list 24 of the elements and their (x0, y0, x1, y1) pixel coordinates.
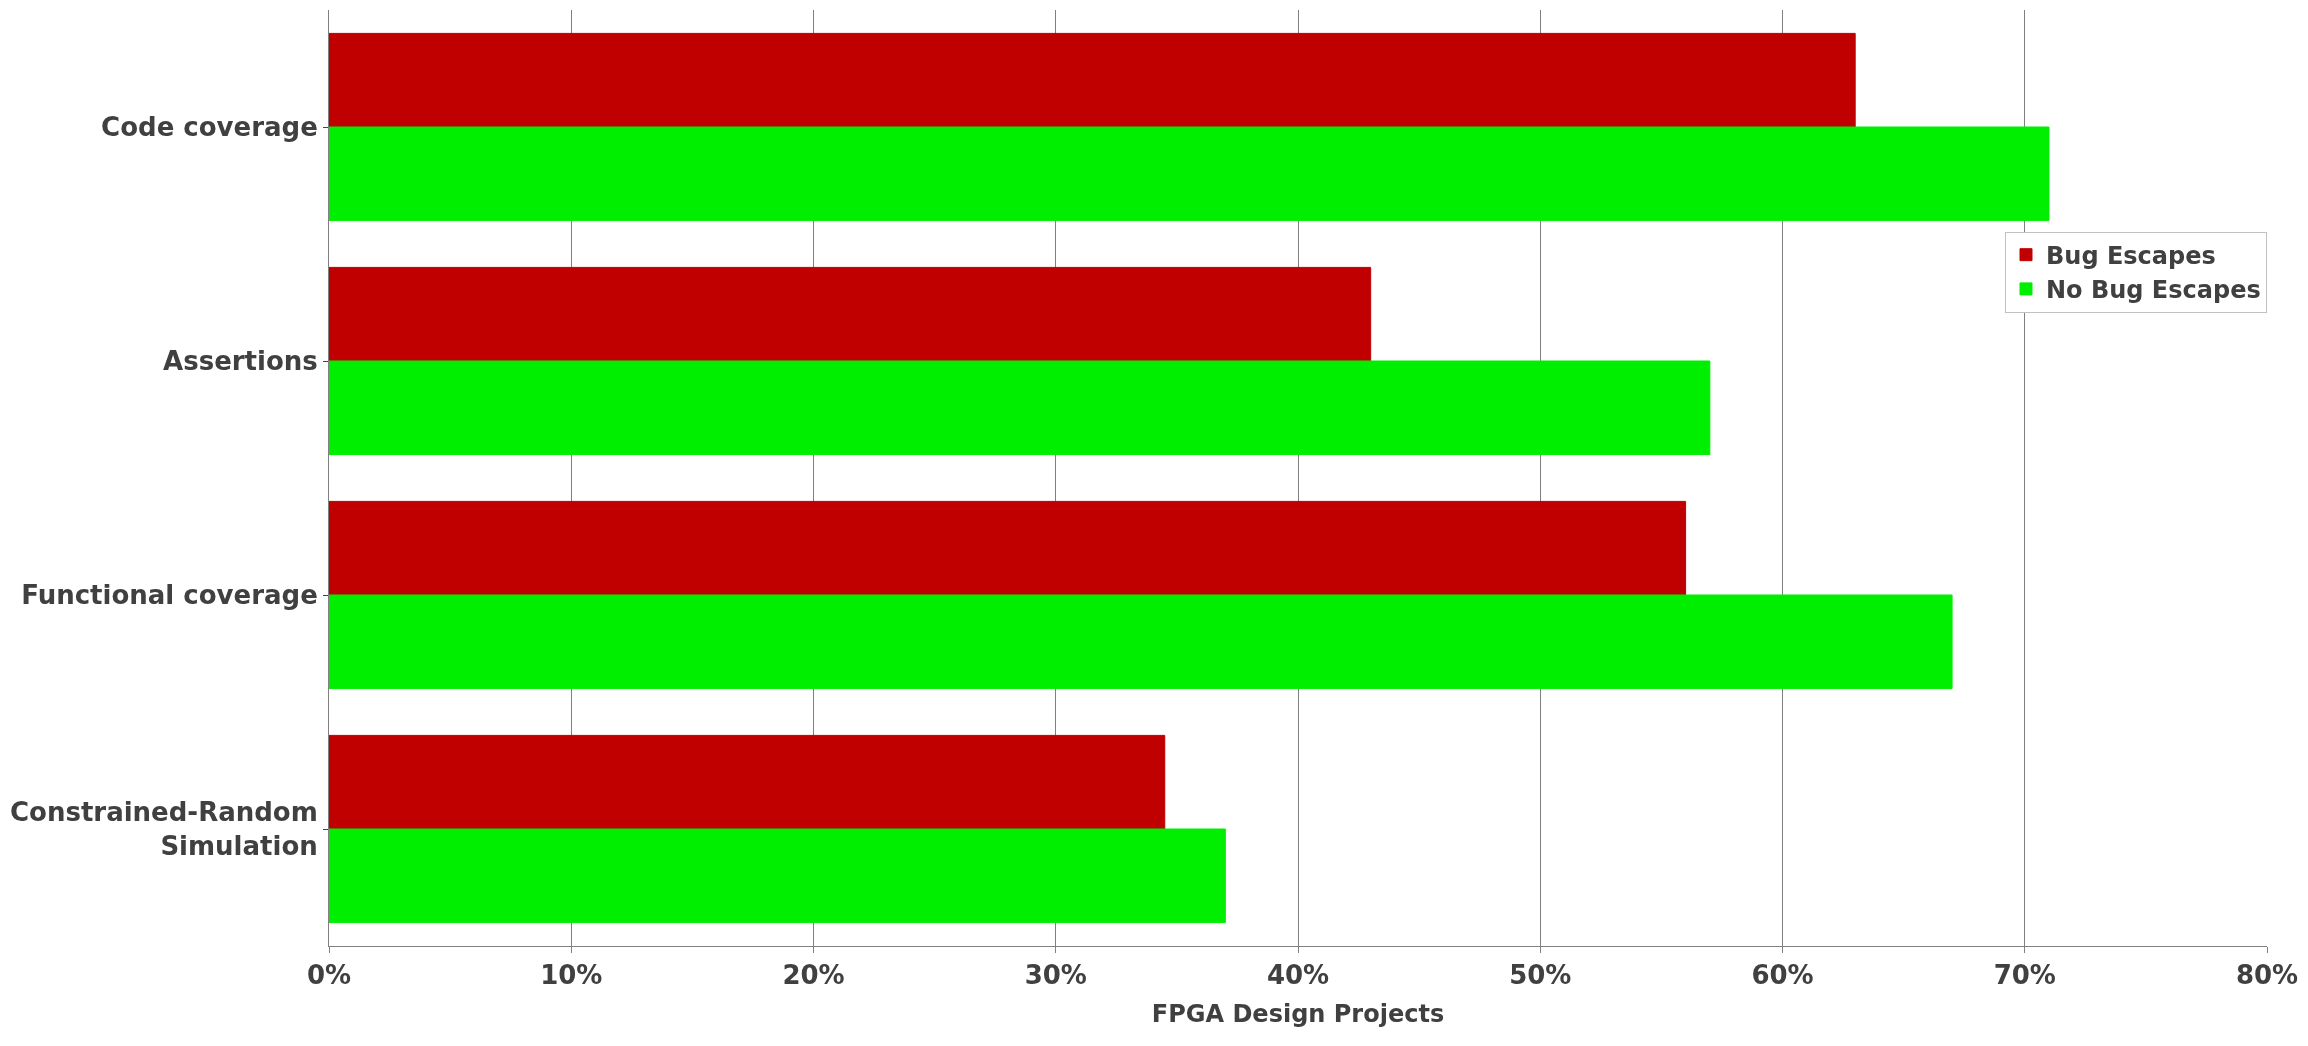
y-tick-label: Assertions (163, 346, 318, 377)
x-tick-label: 10% (540, 960, 603, 991)
x-axis-title: FPGA Design Projects (1151, 999, 1445, 1028)
bar (329, 500, 1687, 596)
bar (329, 360, 1711, 456)
legend-label: Bug Escapes (2046, 242, 2216, 271)
x-tick-label: 60% (1751, 960, 1814, 991)
x-tick-label: 0% (306, 960, 352, 991)
x-tick-label: 70% (1993, 960, 2056, 991)
y-tick-label: Constrained-Random Simulation (9, 797, 318, 861)
x-tick-label: 30% (1024, 960, 1087, 991)
y-tick-label: Functional coverage (21, 580, 318, 611)
x-tick-label: 80% (2235, 960, 2299, 991)
x-tick-label: 50% (1509, 960, 1572, 991)
bar (329, 734, 1166, 830)
bar (329, 828, 1226, 924)
bar (329, 266, 1372, 362)
bar (329, 594, 1953, 690)
bar (329, 126, 2050, 222)
x-tick-label: 40% (1266, 960, 1330, 991)
bar (329, 32, 1856, 128)
x-tick-label: 20% (782, 960, 845, 991)
y-tick-label: Code coverage (101, 112, 318, 143)
legend-label: No Bug Escapes (2046, 276, 2261, 305)
